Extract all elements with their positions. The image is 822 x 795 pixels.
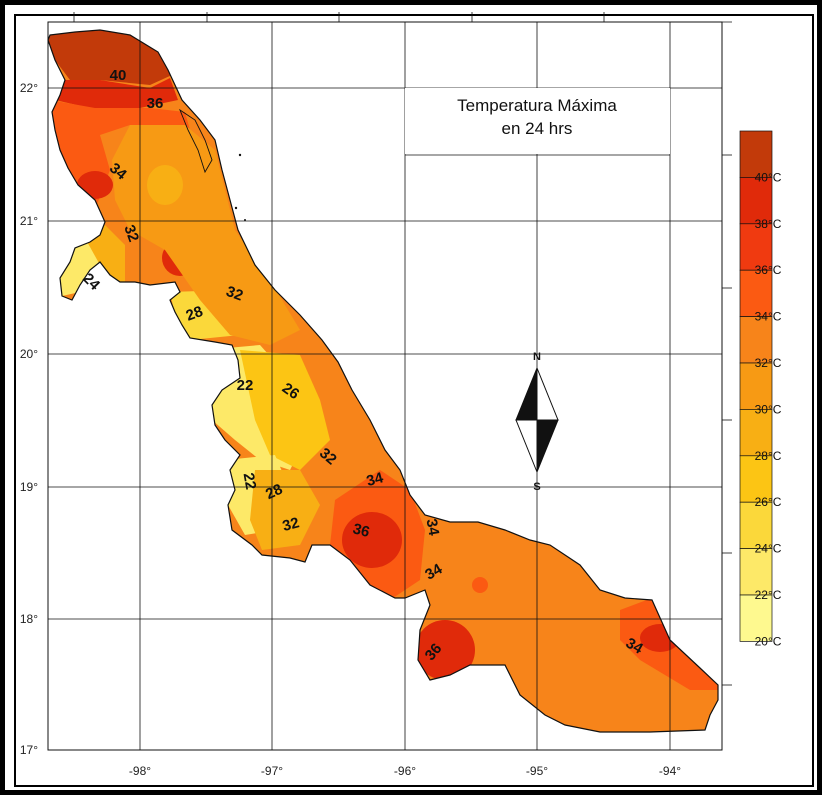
zone-28-west [85, 225, 125, 285]
lon-label: -98° [129, 764, 151, 778]
lat-label: 18° [20, 612, 38, 626]
isotherm-label: 32 [224, 283, 245, 305]
legend-label: 34°C [755, 310, 782, 324]
isotherm-label: 40 [110, 67, 127, 84]
title-box: Temperatura Máxima en 24 hrs [405, 88, 670, 156]
legend-label: 26°C [755, 495, 782, 509]
isotherm-label: 22 [240, 472, 260, 491]
isotherm-label: 32 [120, 223, 142, 244]
lat-label: 19° [20, 480, 38, 494]
legend-swatch [739, 316, 773, 364]
legend-swatch [739, 409, 773, 457]
lat-label: 20° [20, 347, 38, 361]
color-legend: 40°C 38°C 36°C 34°C 32°C 30°C 28°C 26°C 24°C 22°C… [739, 130, 782, 648]
legend-swatch [739, 501, 773, 549]
isotherm-label: 34 [365, 469, 386, 490]
isotherm-label: 34 [423, 518, 443, 538]
zone-26 [240, 350, 330, 470]
legend-swatch [739, 548, 773, 596]
zone-28-south [250, 470, 320, 550]
title-line-1: Temperatura Máxima [457, 96, 617, 115]
zone-28-north-pocket [147, 165, 183, 205]
lat-label: 17° [20, 743, 38, 757]
legend-label: 36°C [755, 263, 782, 277]
legend-label: 20°C [755, 634, 782, 648]
legend-label: 28°C [755, 449, 782, 463]
lagoon [179, 108, 213, 174]
compass-north: N [533, 351, 541, 363]
lon-label: -95° [526, 764, 548, 778]
isotherm-label: 34 [422, 560, 446, 583]
zone-38 [55, 78, 178, 108]
north-arrow: N S [515, 351, 559, 493]
isotherm-label: 36 [351, 520, 372, 541]
zone-32-pocket [472, 577, 488, 593]
legend-swatch [739, 269, 773, 317]
legend-swatch [739, 455, 773, 503]
isotherm-label: 26 [279, 380, 302, 403]
title-line-2: en 24 hrs [502, 119, 573, 138]
isotherm-label: 36 [147, 95, 164, 112]
zone-36-east [640, 624, 680, 652]
lat-label: 21° [20, 214, 38, 228]
zone-36-pocket [77, 171, 113, 199]
lon-label: -96° [394, 764, 416, 778]
legend-label: 32°C [755, 356, 782, 370]
lon-label: -97° [261, 764, 283, 778]
lat-label: 22° [20, 81, 38, 95]
isotherm-labels: 40 36 34 32 24 32 28 22 26 32 22 28 32 3… [79, 67, 646, 664]
isotherm-label: 34 [623, 635, 647, 658]
isotherm-label: 28 [263, 481, 285, 503]
zone-36-south [415, 620, 475, 680]
state-outline [47, 29, 719, 733]
state-map [47, 29, 719, 733]
isotherm-label: 22 [237, 377, 254, 394]
zone-36-central [342, 512, 402, 568]
legend-label: 38°C [755, 217, 782, 231]
isotherm-label: 32 [281, 514, 302, 535]
isotherm-label: 28 [184, 303, 205, 325]
legend-swatch [739, 594, 773, 642]
legend-label: 30°C [755, 402, 782, 416]
lat-labels: 22° 21° 20° 19° 18° 17° [20, 81, 38, 757]
compass-south: S [533, 481, 540, 493]
lon-label: -94° [659, 764, 681, 778]
lon-labels: -98° -97° -96° -95° -94° [129, 764, 681, 778]
legend-label: 22°C [755, 588, 782, 602]
legend-label: 40°C [755, 170, 782, 184]
legend-label: 24°C [755, 542, 782, 556]
